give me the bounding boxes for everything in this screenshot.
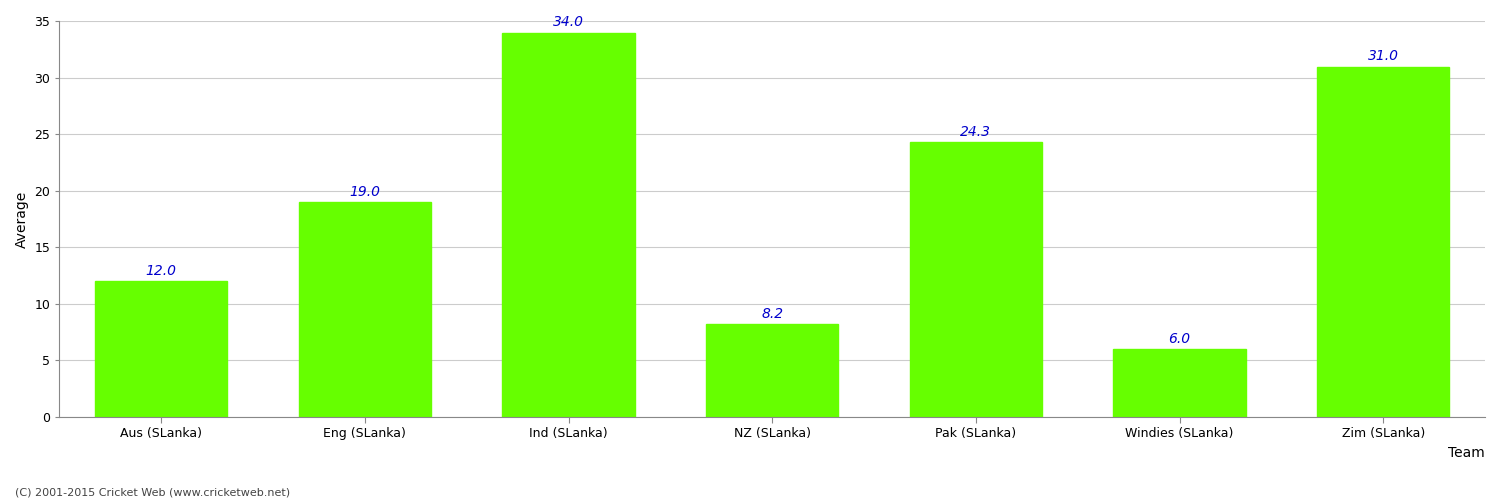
Text: 24.3: 24.3 [960, 125, 992, 139]
Bar [1113, 349, 1245, 417]
Bar [1317, 66, 1449, 417]
Text: 34.0: 34.0 [554, 15, 584, 29]
Y-axis label: Average: Average [15, 190, 28, 248]
Bar [706, 324, 839, 417]
Bar [503, 32, 634, 417]
Text: (C) 2001-2015 Cricket Web (www.cricketweb.net): (C) 2001-2015 Cricket Web (www.cricketwe… [15, 488, 290, 498]
Text: 8.2: 8.2 [760, 307, 783, 321]
Text: 31.0: 31.0 [1368, 49, 1398, 63]
Bar [94, 282, 228, 417]
Text: 19.0: 19.0 [350, 185, 381, 199]
Bar [909, 142, 1042, 417]
Bar [298, 202, 430, 417]
X-axis label: Team: Team [1448, 446, 1485, 460]
Text: 6.0: 6.0 [1168, 332, 1191, 346]
Text: 12.0: 12.0 [146, 264, 177, 278]
